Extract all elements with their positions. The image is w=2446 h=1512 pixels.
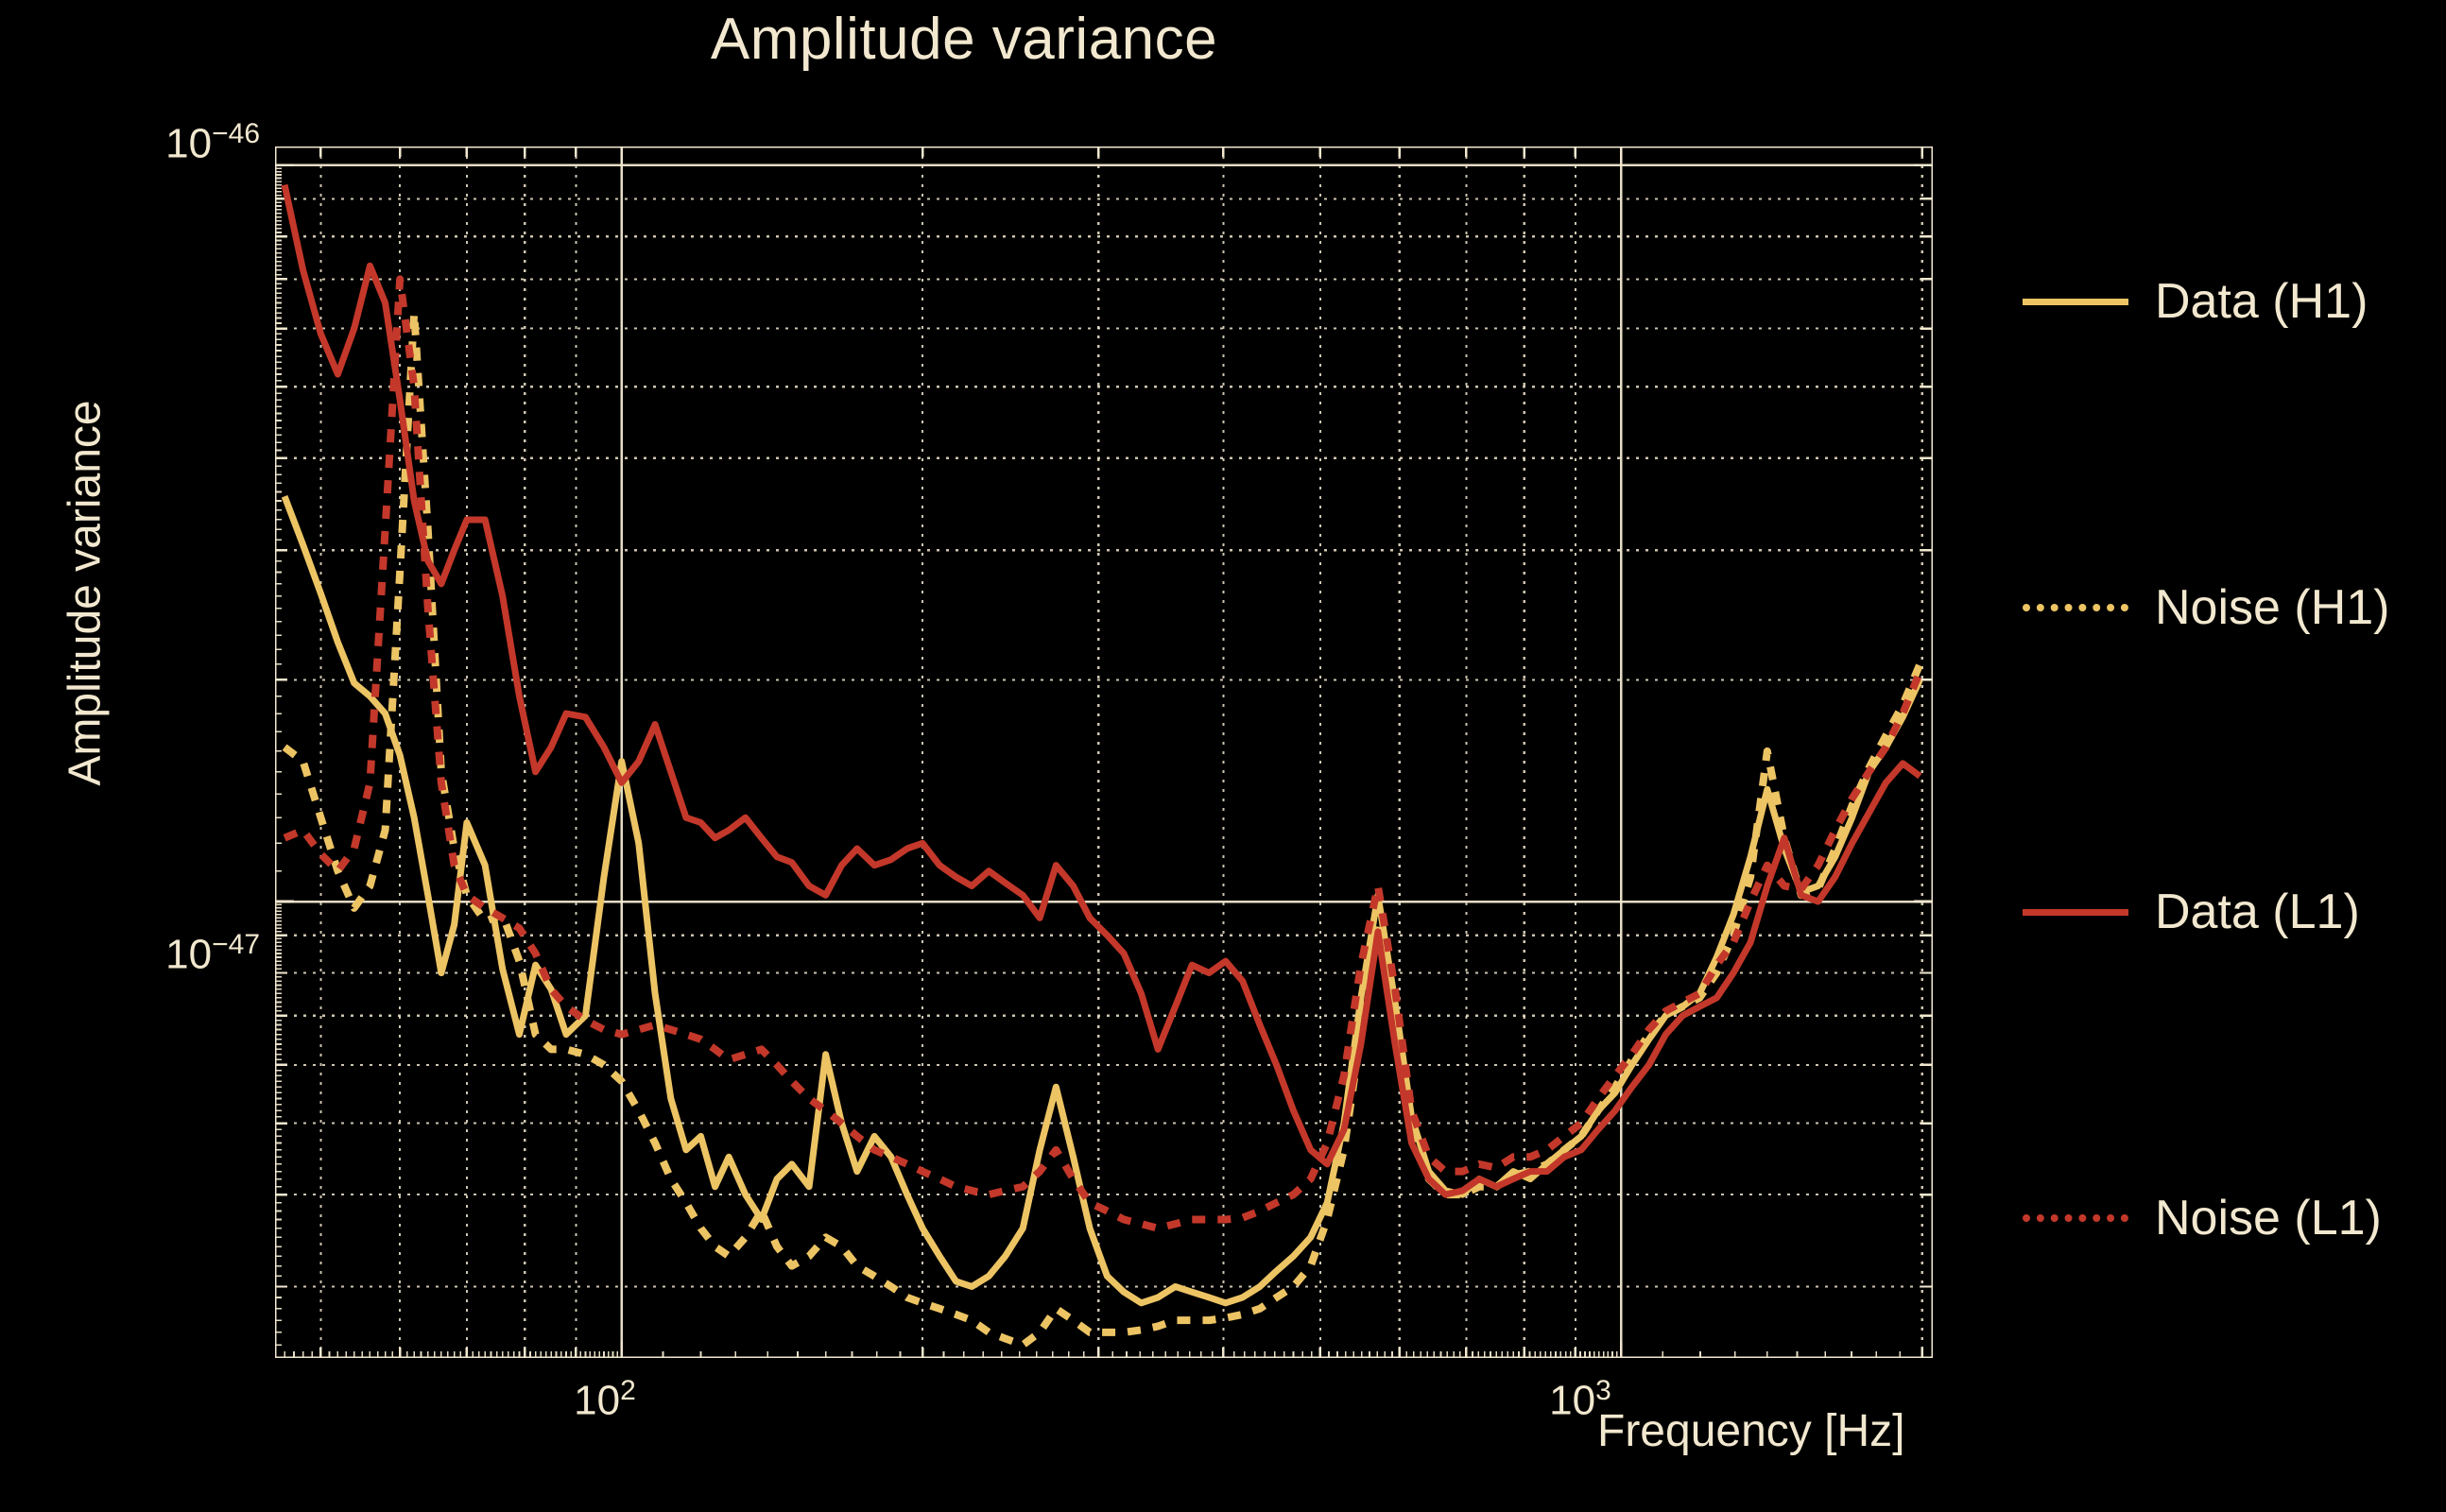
y-tick-label-1e-47: 10−47 [165, 929, 260, 978]
series-data-h1 [281, 494, 1923, 1307]
legend-swatch-data-l1 [2023, 908, 2128, 916]
legend-entry-data-h1[interactable]: Data (H1) [2023, 268, 2368, 335]
grid-minor [275, 146, 1933, 1358]
series-data-l1 [281, 183, 1922, 1198]
series-noise-h1 [282, 309, 1924, 1349]
legend-label-data-h1: Data (H1) [2155, 274, 2368, 329]
x-tick-label-1000: 103 [1549, 1375, 1611, 1424]
y-tick-label-1e-46: 10−46 [165, 118, 260, 167]
chart-title: Amplitude variance [710, 7, 1218, 72]
legend-entry-noise-h1[interactable]: Noise (H1) [2023, 575, 2390, 641]
grid-major [275, 146, 1933, 1358]
legend-label-data-l1: Data (L1) [2155, 885, 2360, 939]
data-series-layer [281, 183, 1924, 1349]
legend: Data (H1) Noise (H1) Data (L1) Noise (L1… [2023, 0, 2446, 1512]
legend-swatch-data-h1 [2023, 298, 2128, 305]
legend-entry-data-l1[interactable]: Data (L1) [2023, 879, 2360, 945]
legend-swatch-noise-l1 [2023, 1214, 2128, 1222]
legend-entry-noise-l1[interactable]: Noise (L1) [2023, 1185, 2382, 1251]
plot-area [275, 146, 1933, 1358]
legend-swatch-noise-h1 [2023, 604, 2128, 611]
legend-label-noise-l1: Noise (L1) [2155, 1191, 2382, 1246]
x-tick-label-100: 102 [574, 1375, 636, 1424]
legend-label-noise-h1: Noise (H1) [2155, 580, 2390, 635]
y-axis-label: Amplitude variance [60, 400, 111, 786]
series-noise-l1 [283, 275, 1924, 1232]
x-axis-label: Frequency [Hz] [1597, 1406, 1905, 1456]
plot-canvas [275, 146, 1933, 1358]
